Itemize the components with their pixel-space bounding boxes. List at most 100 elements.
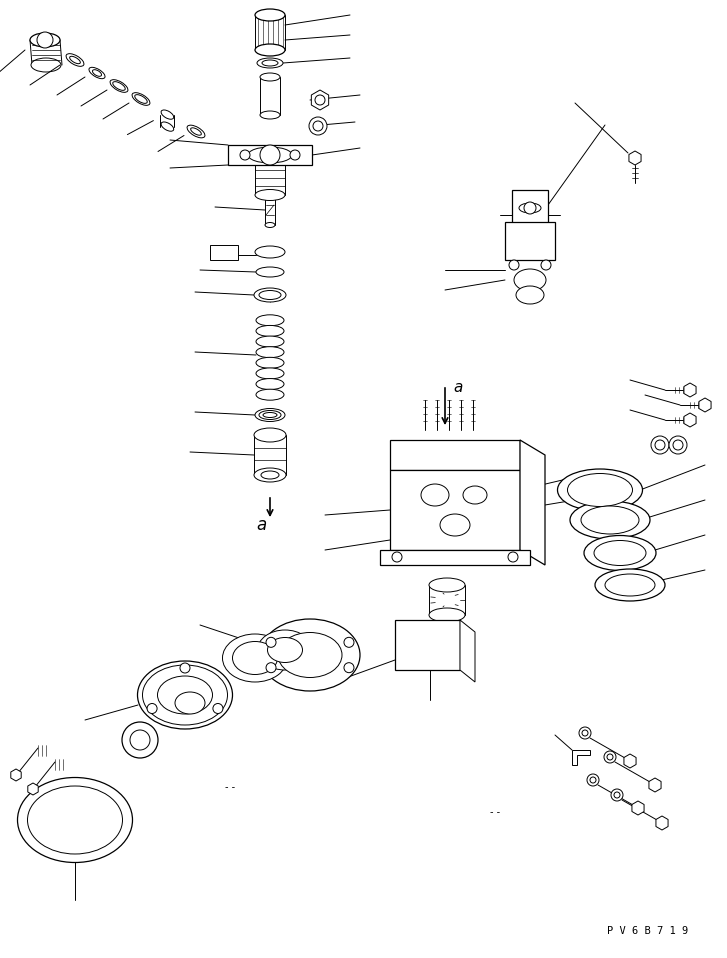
Circle shape <box>614 792 620 798</box>
Ellipse shape <box>429 608 465 622</box>
Circle shape <box>669 436 687 454</box>
Ellipse shape <box>248 147 292 163</box>
Ellipse shape <box>190 127 201 135</box>
Circle shape <box>604 751 616 763</box>
Ellipse shape <box>256 368 284 379</box>
Text: - -: - - <box>225 782 235 792</box>
Ellipse shape <box>254 428 286 442</box>
Polygon shape <box>572 750 590 765</box>
Ellipse shape <box>570 501 650 539</box>
Ellipse shape <box>256 357 284 368</box>
Ellipse shape <box>161 122 174 131</box>
Circle shape <box>315 95 325 105</box>
Circle shape <box>508 552 518 562</box>
Circle shape <box>579 727 591 739</box>
Ellipse shape <box>519 203 541 213</box>
Circle shape <box>392 552 402 562</box>
Polygon shape <box>390 470 520 550</box>
Ellipse shape <box>260 619 360 691</box>
Circle shape <box>524 202 536 214</box>
Ellipse shape <box>256 378 284 390</box>
Ellipse shape <box>256 347 284 357</box>
Ellipse shape <box>568 473 632 507</box>
Circle shape <box>655 440 665 450</box>
Ellipse shape <box>261 471 279 479</box>
Polygon shape <box>11 769 21 781</box>
Circle shape <box>344 637 354 648</box>
Ellipse shape <box>255 246 285 258</box>
Bar <box>512 190 548 225</box>
Ellipse shape <box>259 410 281 420</box>
Ellipse shape <box>429 578 465 592</box>
Ellipse shape <box>584 536 656 571</box>
Polygon shape <box>629 151 641 165</box>
Circle shape <box>673 440 683 450</box>
Ellipse shape <box>440 514 470 536</box>
Polygon shape <box>632 801 644 815</box>
Ellipse shape <box>558 469 643 511</box>
Ellipse shape <box>265 222 275 227</box>
Ellipse shape <box>66 54 84 66</box>
Circle shape <box>313 121 323 131</box>
Polygon shape <box>520 440 545 565</box>
Ellipse shape <box>92 70 102 77</box>
Ellipse shape <box>595 569 665 601</box>
Circle shape <box>587 774 599 786</box>
Polygon shape <box>28 783 39 795</box>
Ellipse shape <box>257 58 283 68</box>
Polygon shape <box>684 383 696 397</box>
Polygon shape <box>624 754 636 768</box>
Circle shape <box>509 260 519 270</box>
Ellipse shape <box>233 642 278 674</box>
Ellipse shape <box>463 486 487 504</box>
Circle shape <box>651 436 669 454</box>
Ellipse shape <box>70 57 81 63</box>
Circle shape <box>266 663 276 673</box>
Polygon shape <box>684 413 696 427</box>
Polygon shape <box>395 620 460 670</box>
Ellipse shape <box>255 408 285 422</box>
Bar <box>210 245 238 260</box>
Ellipse shape <box>113 81 125 90</box>
Ellipse shape <box>260 111 280 119</box>
Ellipse shape <box>255 9 285 21</box>
Ellipse shape <box>257 630 313 670</box>
Text: a: a <box>256 516 266 534</box>
Circle shape <box>344 663 354 673</box>
Ellipse shape <box>421 484 449 506</box>
Ellipse shape <box>581 506 639 534</box>
Ellipse shape <box>256 336 284 347</box>
Ellipse shape <box>516 286 544 304</box>
Polygon shape <box>699 398 711 412</box>
Ellipse shape <box>31 58 61 72</box>
Ellipse shape <box>222 634 287 682</box>
Ellipse shape <box>514 269 546 291</box>
Circle shape <box>180 663 190 673</box>
Ellipse shape <box>158 676 212 714</box>
Ellipse shape <box>256 326 284 336</box>
Text: - -: - - <box>490 807 500 817</box>
Circle shape <box>37 32 53 48</box>
Ellipse shape <box>263 413 277 418</box>
Circle shape <box>260 145 280 165</box>
Circle shape <box>213 703 223 714</box>
Bar <box>505 222 555 260</box>
Ellipse shape <box>110 80 128 92</box>
Circle shape <box>130 730 150 750</box>
Ellipse shape <box>134 95 148 103</box>
Ellipse shape <box>262 60 278 66</box>
Ellipse shape <box>255 190 285 200</box>
Ellipse shape <box>256 389 284 400</box>
Ellipse shape <box>255 44 285 56</box>
Ellipse shape <box>187 125 205 138</box>
Ellipse shape <box>89 67 105 79</box>
Polygon shape <box>380 550 530 565</box>
Circle shape <box>122 722 158 758</box>
Ellipse shape <box>254 288 286 302</box>
Ellipse shape <box>132 93 150 105</box>
Ellipse shape <box>17 778 132 862</box>
Polygon shape <box>656 816 668 830</box>
Circle shape <box>147 703 157 714</box>
Ellipse shape <box>256 315 284 326</box>
Ellipse shape <box>256 267 284 277</box>
